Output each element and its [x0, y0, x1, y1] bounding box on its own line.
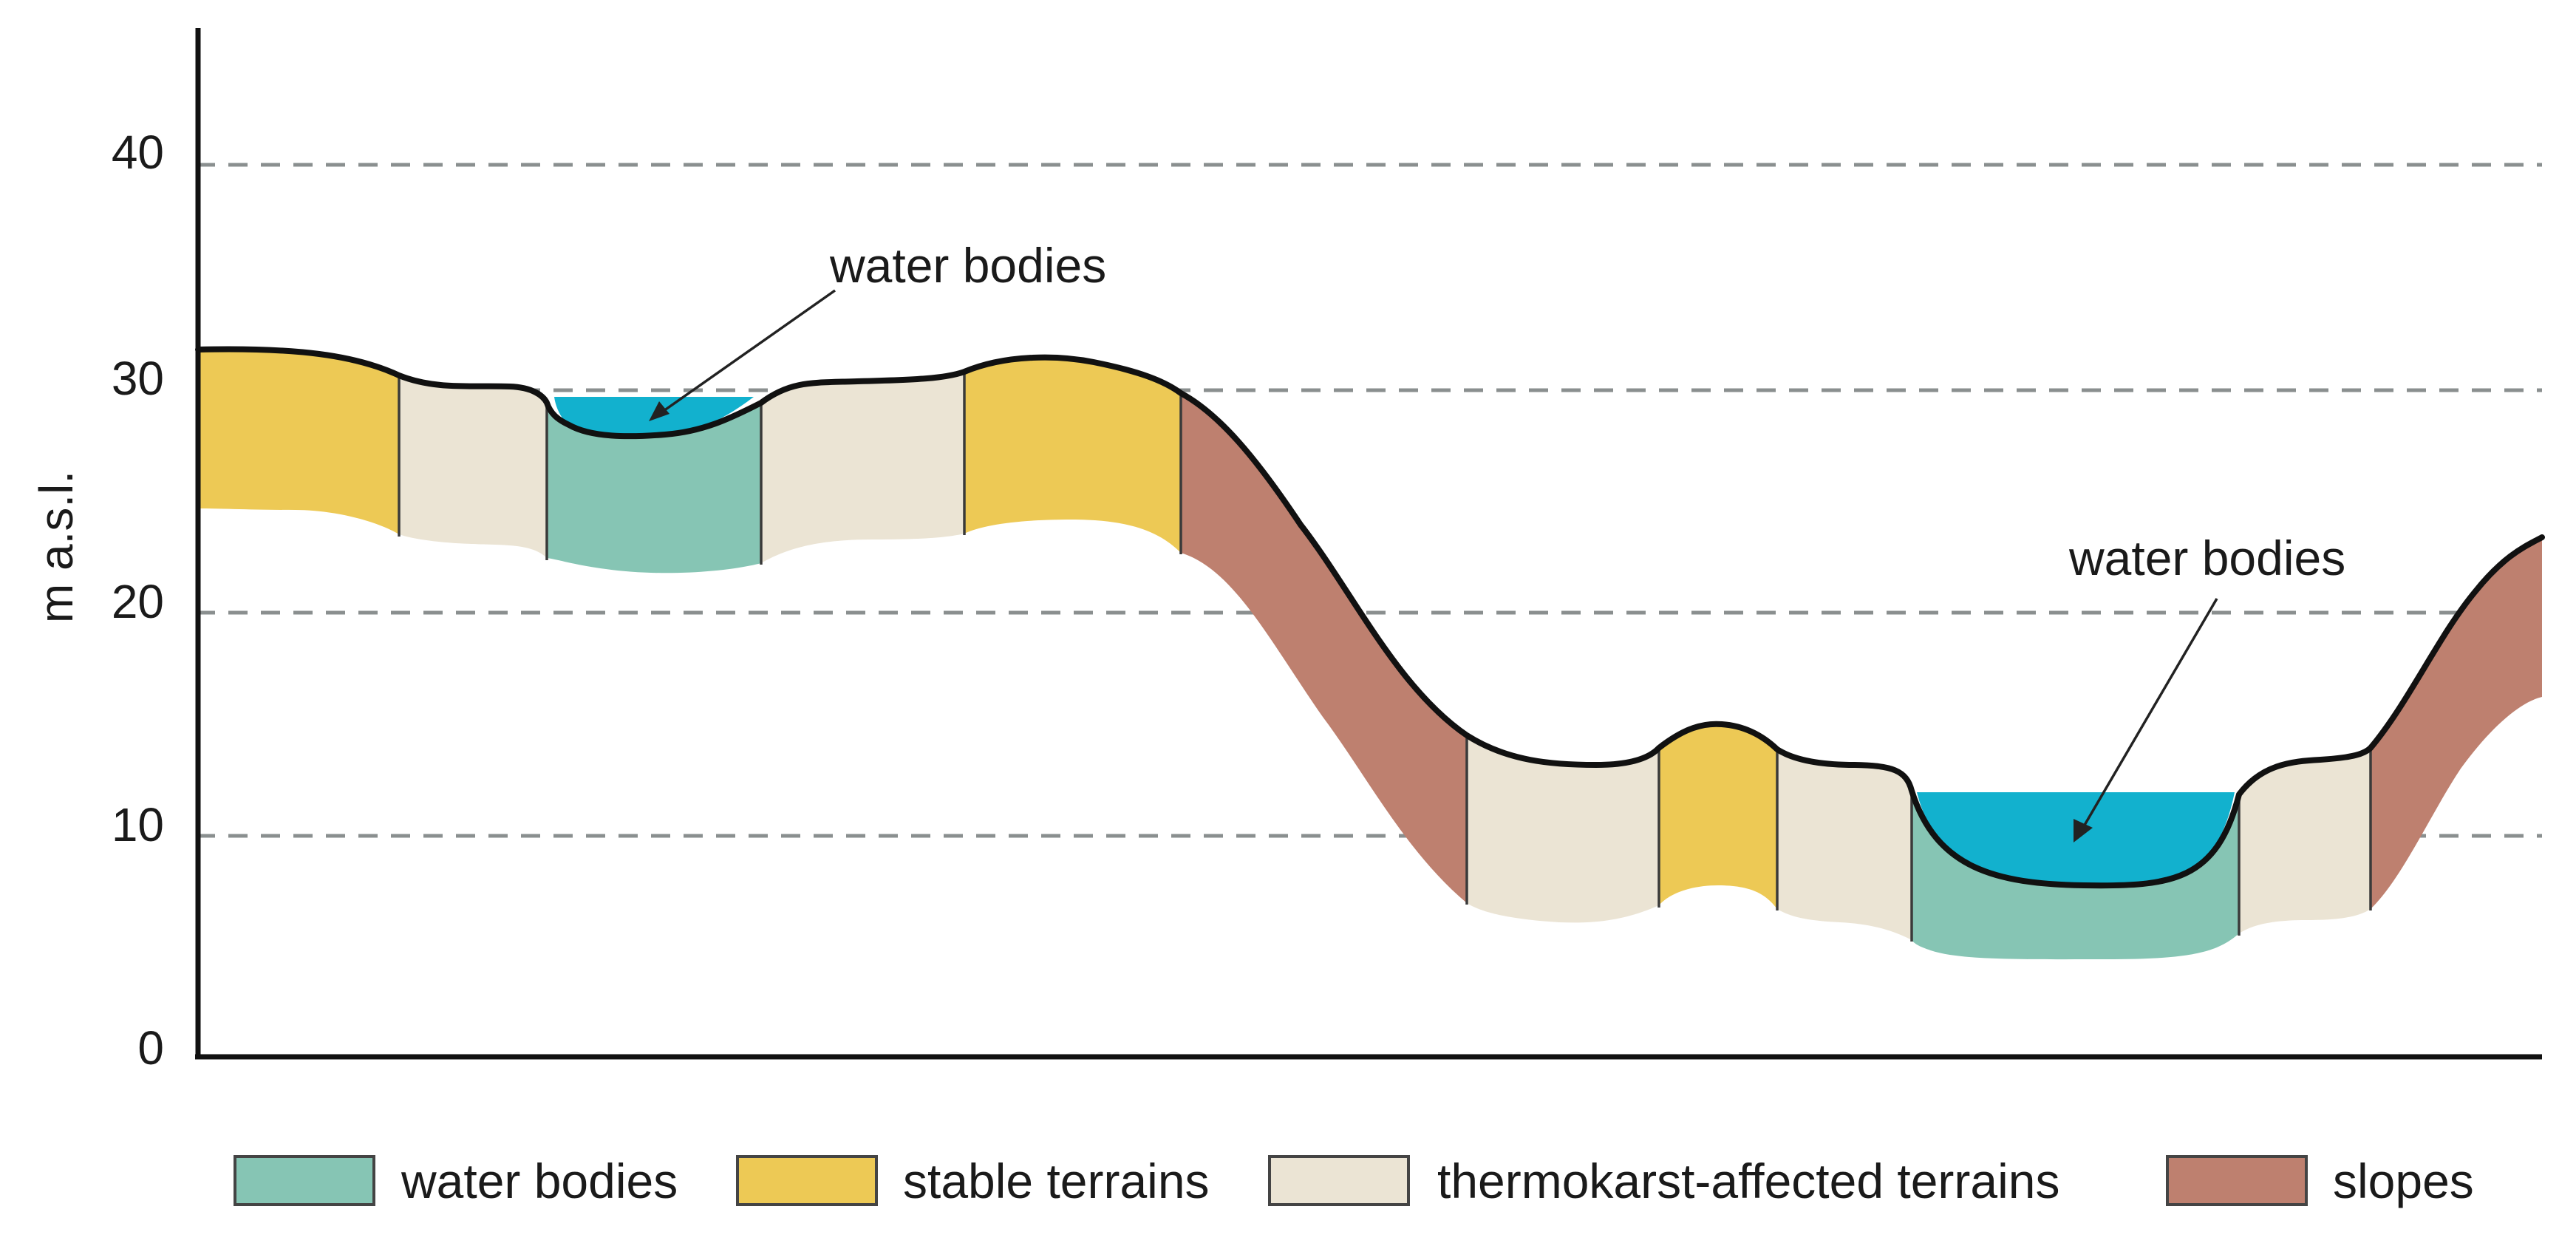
water-bodies-band-2: [1912, 791, 2239, 960]
thermokarst-band-5: [2239, 748, 2371, 933]
arrowhead-upper: [649, 401, 669, 421]
water-bodies-band-1: [547, 403, 761, 573]
legend-label-stable-terrains: stable terrains: [903, 1154, 1210, 1208]
annotation-arrow-lower: [2082, 598, 2218, 827]
y-axis-label: m a.s.l.: [30, 471, 83, 623]
legend-label-water-bodies: water bodies: [401, 1154, 678, 1208]
y-tick-10: 10: [112, 798, 164, 851]
thermokarst-band-2: [761, 372, 964, 563]
thermokarst-band-4: [1777, 749, 1912, 940]
stable-terrain-band-1: [198, 349, 399, 534]
legend-label-slopes: slopes: [2333, 1154, 2474, 1208]
arrowhead-lower: [2074, 819, 2093, 842]
legend-swatch-slopes: [2166, 1155, 2308, 1206]
y-tick-40: 40: [112, 126, 164, 179]
annotation-water-bodies-lower: water bodies: [2068, 531, 2345, 585]
annotation-arrow-upper: [662, 289, 836, 412]
ground-surface-line: [195, 346, 2545, 889]
slopes-band-1: [1181, 393, 1467, 903]
legend-swatch-stable-terrains: [736, 1155, 878, 1206]
stable-terrain-band-3: [1659, 724, 1777, 909]
y-tick-20: 20: [112, 575, 164, 628]
legend-label-thermokarst-affected-terrains: thermokarst-affected terrains: [1437, 1154, 2059, 1208]
y-tick-0: 0: [137, 1021, 164, 1075]
thermokarst-band-3: [1467, 735, 1659, 923]
band-separators: [398, 372, 2372, 942]
legend: water bodies stable terrains thermokarst…: [234, 1154, 2474, 1208]
stable-terrain-band-2: [964, 357, 1181, 553]
legend-swatch-thermokarst-affected-terrains: [1268, 1155, 1410, 1206]
annotation-water-bodies-upper: water bodies: [829, 238, 1106, 293]
y-tick-30: 30: [112, 352, 164, 405]
legend-swatch-water-bodies: [234, 1155, 375, 1206]
thermokarst-band-1: [399, 375, 547, 558]
slopes-band-2: [2371, 537, 2542, 909]
terrain-bands: [198, 349, 2542, 960]
